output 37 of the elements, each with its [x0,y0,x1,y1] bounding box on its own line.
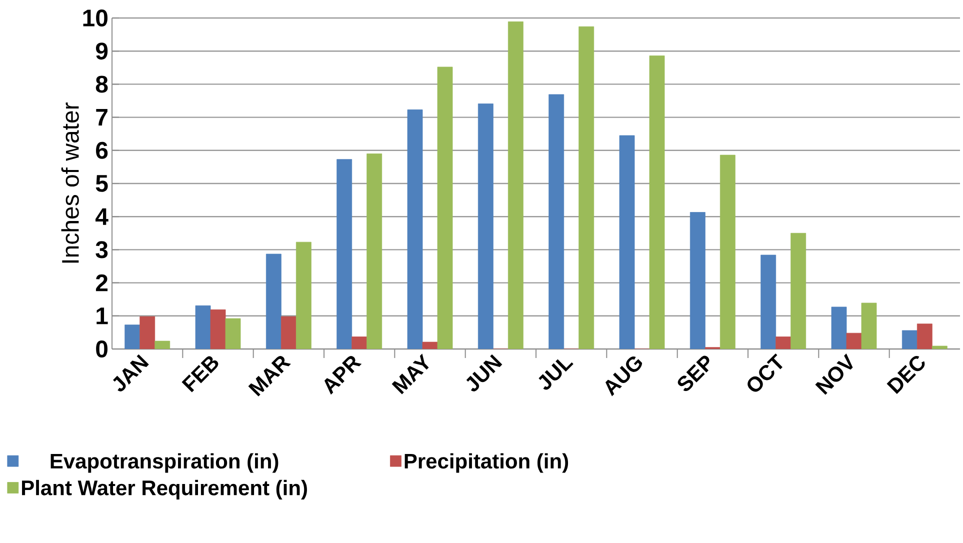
bar [140,316,156,349]
bar [280,316,296,349]
bar [154,340,170,349]
bar [916,324,932,349]
y-tick-label: 9 [96,42,108,60]
bar [210,309,226,349]
bar [720,154,736,349]
bar [508,21,524,349]
y-tick-label: 6 [96,142,108,159]
bar [578,26,594,349]
y-tick-label: 2 [96,274,108,292]
y-tick-label: 0 [96,340,108,358]
bar [352,336,368,349]
bar [932,346,948,349]
y-tick-label: 1 [96,308,108,324]
x-tick-label: JUL [538,359,574,390]
legend-label: Evapotranspiration (in) [50,453,278,473]
bar [437,66,453,349]
bar [366,154,382,349]
y-axis-title: Inches of water [61,102,79,263]
x-tick-label: SEP [678,356,710,392]
bar [776,336,792,349]
y-tick-label: 4 [95,208,108,225]
bar [225,318,241,349]
y-tick-label: 8 [96,76,108,93]
y-tick-label: 5 [96,175,108,192]
bar [846,332,862,349]
y-tick-label: 7 [96,109,108,126]
bar [296,242,312,349]
y-tick-label: 10 [83,10,108,26]
bar [790,232,806,349]
y-tick-label: 3 [96,241,108,258]
legend-label: Precipitation (in) [404,453,568,473]
bar [861,302,877,349]
legend-label: Plant Water Requirement (in) [22,480,307,500]
bar [649,56,665,349]
bar [422,342,438,349]
